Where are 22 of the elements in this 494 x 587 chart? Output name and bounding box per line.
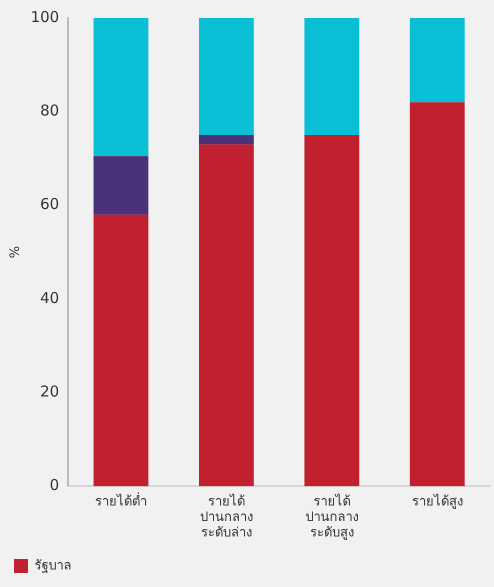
legend-label: รัฐบาล [34,558,72,574]
bar [94,214,148,486]
y-tick-label: 40 [40,288,60,307]
bar [410,102,465,486]
x-tick-label: รายได้สูง [412,493,463,510]
bar [304,135,360,486]
bar [94,156,148,215]
y-axis-title: % [8,246,24,258]
x-tick-label: รายได้ต่ำ [94,492,147,510]
x-tick-label: รายได้ ปานกลาง ระดับล่าง [200,493,253,541]
y-tick-label: 20 [40,382,60,400]
bar [304,18,360,136]
bar [94,18,148,156]
y-tick-label: 0 [50,476,60,494]
y-tick-label: 80 [40,102,60,120]
bar [410,18,465,102]
y-tick-label: 100 [30,8,60,26]
bar [198,18,254,136]
bar [198,144,254,486]
bar [198,135,254,144]
y-tick-label: 60 [40,195,60,214]
x-tick-label: รายได้ ปานกลาง ระดับสูง [305,493,358,541]
